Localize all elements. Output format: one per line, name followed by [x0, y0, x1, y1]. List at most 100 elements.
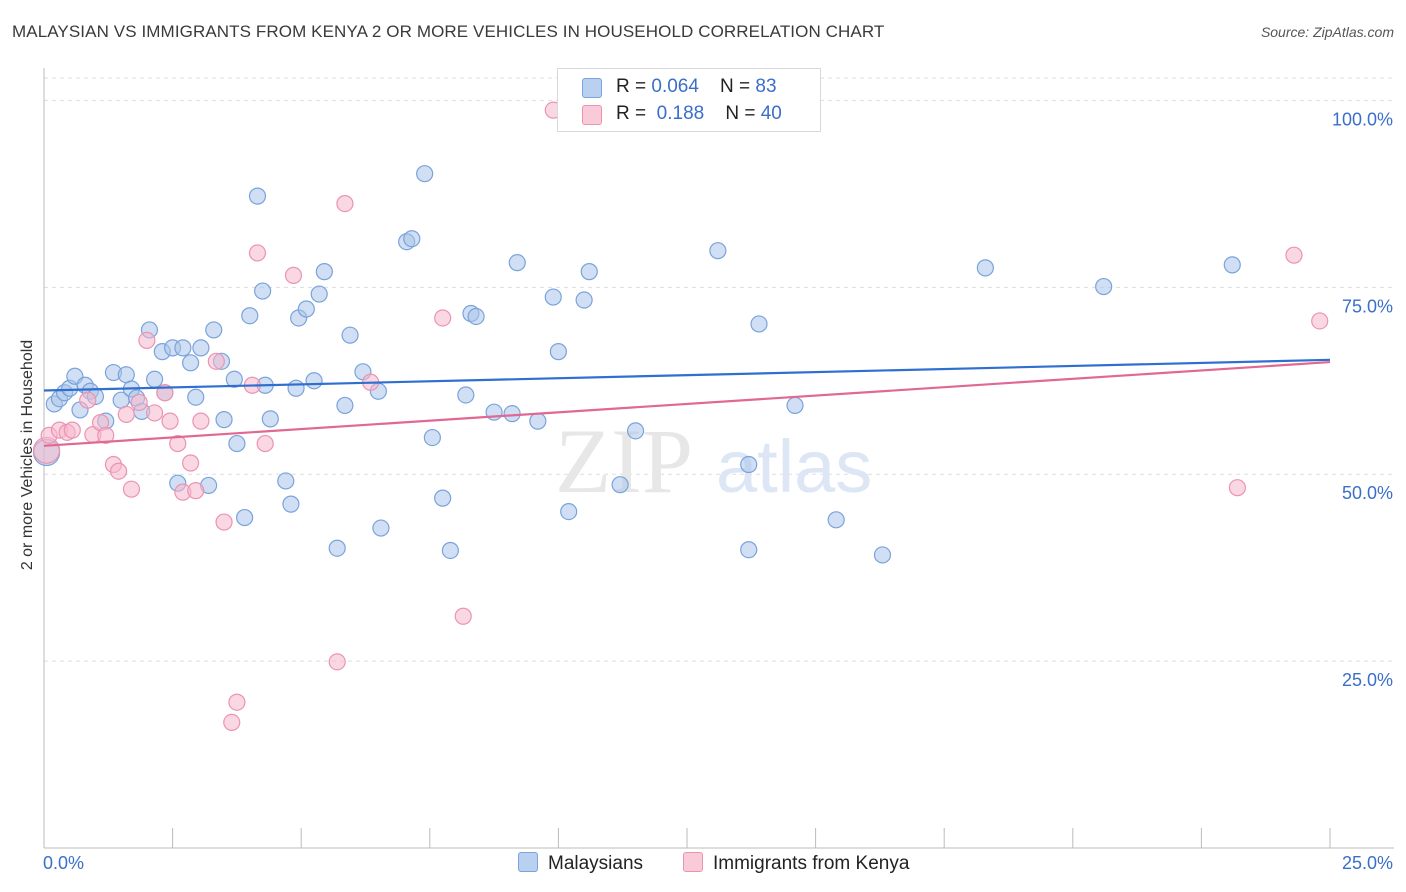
malaysians-point: [310, 285, 328, 303]
gridlines: [44, 77, 1394, 662]
malaysians-point: [549, 343, 568, 361]
kenya-point: [434, 309, 452, 327]
malaysians-point: [117, 366, 135, 384]
series-malaysians-points: [32, 165, 1241, 564]
malaysians-point: [611, 476, 629, 494]
kenya-point: [1311, 312, 1329, 330]
kenya-point: [161, 412, 179, 430]
y-tick-label: 100.0%: [1332, 109, 1393, 129]
malaysians-point: [403, 230, 421, 248]
malaysians-point: [457, 386, 475, 404]
malaysians-point: [740, 455, 758, 474]
malaysians-point: [423, 428, 441, 447]
malaysians-point: [750, 315, 768, 333]
malaysians-point: [827, 511, 845, 529]
axes: [43, 68, 1394, 849]
kenya-point: [248, 244, 267, 262]
legend-r-value-2: 0.188: [656, 103, 705, 124]
y-tick-label: 25.0%: [1342, 670, 1393, 690]
malaysians-point: [467, 307, 485, 326]
trend-lines: [43, 358, 1331, 447]
malaysians-point: [580, 263, 598, 281]
malaysians-point: [205, 321, 223, 339]
legend-r-label-2: R =: [616, 103, 652, 124]
watermark-atlas: atlas: [716, 425, 872, 508]
malaysians-point: [215, 411, 233, 429]
malaysians-point: [187, 388, 205, 406]
bottom-legend-swatch-malaysians: [518, 852, 538, 872]
malaysians-point: [305, 372, 323, 390]
x-tick-label-min: 0.0%: [43, 853, 84, 873]
malaysians-point: [976, 259, 994, 277]
malaysians-point: [277, 472, 295, 490]
legend-n-value-1: 83: [755, 76, 777, 97]
kenya-point: [109, 462, 128, 480]
bottom-legend-kenya: Immigrants from Kenya: [683, 852, 909, 875]
kenya-point: [1228, 479, 1247, 497]
kenya-point: [117, 405, 135, 424]
malaysians-point: [372, 519, 390, 537]
malaysians-point: [174, 339, 192, 357]
malaysians-point: [416, 165, 434, 183]
malaysians-point: [328, 539, 346, 557]
malaysians-point: [145, 370, 164, 388]
source-label: Source: ZipAtlas.com: [1260, 24, 1394, 40]
x-tick-label-max: 25.0%: [1342, 853, 1393, 873]
malaysians-point: [254, 282, 272, 300]
malaysians-point: [315, 263, 333, 281]
malaysians-point: [786, 396, 804, 415]
bottom-legend-swatch-kenya: [683, 852, 703, 872]
malaysians-point: [1223, 256, 1241, 274]
malaysians-point: [336, 396, 354, 415]
kenya-point: [336, 194, 354, 213]
kenya-point: [138, 331, 156, 349]
kenya-point: [182, 454, 200, 472]
malaysians-point: [225, 370, 243, 388]
malaysians-point: [228, 434, 246, 453]
malaysians-point: [709, 242, 727, 260]
malaysians-point: [503, 405, 521, 423]
malaysians-point: [1095, 277, 1113, 296]
legend-swatch-malaysians: [582, 78, 602, 98]
legend-text-malaysians: R = 0.064 N = 83: [616, 76, 777, 98]
kenya-point: [454, 607, 472, 625]
kenya-point: [328, 653, 346, 671]
legend-n-value-2: 40: [760, 103, 782, 124]
kenya-point: [187, 482, 205, 500]
kenya-point: [122, 480, 141, 498]
malaysians-point: [241, 307, 259, 325]
y-tick-label: 50.0%: [1342, 483, 1393, 503]
bottom-legend-label-malaysians: Malaysians: [548, 853, 644, 874]
malaysians-point: [182, 354, 200, 372]
kenya-point: [130, 393, 148, 412]
kenya-point: [145, 404, 164, 422]
legend-r-value-1: 0.064: [651, 76, 699, 97]
tick-labels: 25.0% 50.0% 75.0% 100.0% 0.0% 25.0%: [43, 109, 1393, 873]
kenya-point: [97, 426, 115, 444]
malaysians-point: [261, 410, 279, 428]
kenya-point: [1285, 246, 1303, 264]
legend-r-label-1: R =: [616, 76, 652, 97]
kenya-point: [207, 352, 225, 370]
malaysians-point: [740, 541, 758, 559]
malaysians-trend-line: [43, 358, 1331, 392]
kenya-point: [284, 266, 303, 284]
kenya-point: [228, 693, 246, 711]
malaysians-point: [248, 187, 267, 205]
malaysians-point: [560, 502, 578, 521]
kenya-trend-line: [43, 360, 1331, 447]
malaysians-point: [341, 326, 359, 344]
legend-n-label-2: N =: [725, 103, 761, 124]
malaysians-point: [873, 546, 892, 564]
kenya-point: [169, 434, 187, 453]
chart-title: MALAYSIAN VS IMMIGRANTS FROM KENYA 2 OR …: [12, 22, 885, 41]
correlation-legend: R = 0.064 N = 83 R = 0.188 N = 40: [557, 68, 821, 132]
bottom-legend-malaysians: Malaysians: [518, 852, 643, 875]
malaysians-point: [626, 422, 645, 440]
malaysians-point: [441, 541, 459, 560]
kenya-point: [79, 391, 97, 409]
malaysians-point: [287, 379, 305, 397]
kenya-point: [63, 421, 81, 439]
malaysians-point: [508, 254, 526, 272]
